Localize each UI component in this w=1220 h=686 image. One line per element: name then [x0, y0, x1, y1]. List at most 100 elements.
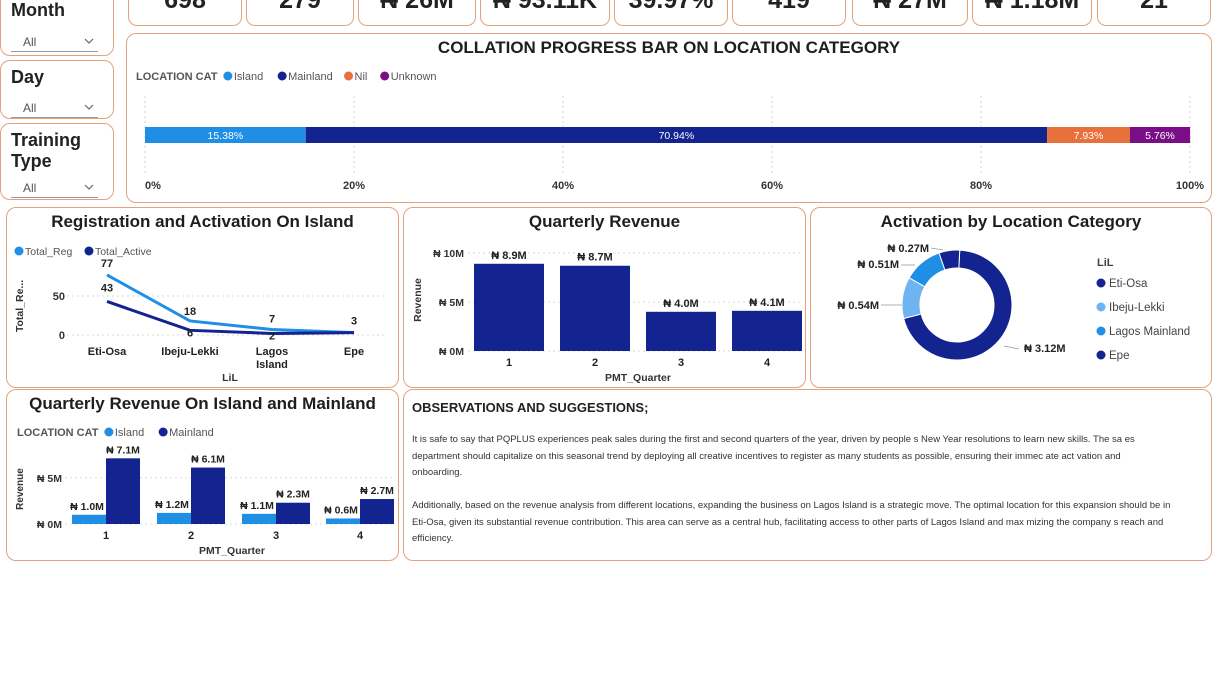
activation-donut-chart: ₦ 3.12M ₦ 0.54M ₦ 0.51M ₦ 0.27M LiL Eti-Osa Ib…	[837, 243, 1190, 362]
kpi-card: ₦ 93.11K	[480, 0, 610, 26]
legend-marker	[84, 246, 94, 256]
progress-segment	[145, 127, 306, 143]
x-tick-label: 4	[764, 357, 771, 369]
x-tick-label: 1	[506, 357, 512, 369]
x-axis-label: PMT_Quarter	[199, 545, 265, 557]
legend-label: Mainland	[288, 71, 333, 83]
chart-title: Quarterly Revenue	[528, 212, 681, 231]
kpi-card: 279	[246, 0, 354, 26]
data-label: ₦ 3.12M	[1024, 343, 1066, 355]
dropdown-value: All	[23, 101, 37, 115]
x-axis-label: LiL	[222, 372, 238, 384]
y-tick-label: ₦ 5M	[37, 473, 62, 485]
series-line	[106, 300, 355, 335]
bar	[106, 458, 140, 524]
kpi-card: ₦ 26M	[358, 0, 476, 26]
segment-label: 5.76%	[1145, 130, 1175, 142]
quarterly-revenue-island-mainland-card: Quarterly Revenue On Island and Mainland…	[6, 389, 399, 561]
legend-marker	[344, 71, 354, 81]
data-label: ₦ 1.0M	[70, 501, 104, 513]
kpi-value: 21	[1140, 0, 1168, 14]
day-slicer: Day All	[0, 60, 114, 119]
data-label: 7	[269, 314, 275, 326]
kpi-value: ₦ 93.11K	[492, 0, 598, 14]
bar	[646, 311, 716, 351]
month-slicer: Month All	[0, 0, 114, 56]
observations-card: OBSERVATIONS AND SUGGESTIONS; It is safe…	[403, 389, 1212, 561]
bar	[560, 265, 630, 351]
data-label: 18	[184, 306, 196, 318]
segment-label: 70.94%	[659, 130, 695, 142]
kpi-card: 419	[732, 0, 846, 26]
x-tick-label: 1	[103, 530, 109, 542]
data-label: ₦ 0.6M	[324, 504, 358, 516]
x-tick-label: 80%	[970, 180, 992, 192]
y-tick-label: ₦ 0M	[439, 346, 464, 358]
legend-marker	[1096, 302, 1106, 312]
x-tick-label: 4	[357, 530, 364, 542]
legend-label: Epe	[1109, 350, 1129, 362]
y-tick-label: 0	[59, 330, 65, 342]
progress-segment	[1129, 127, 1191, 143]
chart-title: COLLATION PROGRESS BAR ON LOCATION CATEG…	[437, 38, 901, 57]
observations-title: OBSERVATIONS AND SUGGESTIONS;	[412, 400, 649, 415]
bar	[72, 514, 106, 524]
kpi-card: 698	[128, 0, 242, 26]
data-label: ₦ 4.1M	[749, 297, 784, 309]
y-tick-label: ₦ 5M	[439, 297, 464, 309]
leader-line	[930, 247, 944, 251]
observation-paragraph: Additionally, based on the revenue analy…	[412, 500, 1171, 544]
bar	[326, 518, 360, 524]
slicer-title: Month	[11, 0, 65, 20]
training-type-slicer: Training Type All	[0, 123, 114, 200]
bar	[732, 310, 802, 351]
kpi-card: 39.97%	[614, 0, 728, 26]
data-label: 43	[101, 282, 113, 294]
legend-marker	[277, 71, 287, 81]
data-label: 2	[269, 330, 275, 342]
x-tick-label: 2	[592, 357, 598, 369]
legend-marker	[223, 71, 233, 81]
y-tick-label: ₦ 10M	[433, 248, 464, 260]
data-label: ₦ 2.3M	[276, 489, 310, 501]
data-label: ₦ 8.9M	[491, 250, 526, 262]
legend-marker	[1096, 350, 1106, 360]
collation-chart: LOCATION CAT Island Mainland Nil Unknown 0% 20…	[136, 71, 1204, 192]
chevron-down-icon	[84, 104, 94, 110]
x-tick-label: Epe	[344, 346, 364, 358]
bar	[360, 499, 394, 524]
registration-activation-card: Registration and Activation On Island To…	[6, 207, 399, 388]
kpi-value: ₦ 27M	[873, 0, 947, 14]
data-label: 77	[101, 258, 113, 270]
chart-title: Quarterly Revenue On Island and Mainland	[29, 394, 376, 413]
kpi-value: 698	[164, 0, 206, 14]
kpi-value: ₦ 26M	[380, 0, 454, 14]
bar	[191, 467, 225, 524]
month-dropdown[interactable]: All	[11, 30, 98, 52]
dropdown-value: All	[23, 35, 37, 49]
day-dropdown[interactable]: All	[11, 96, 98, 118]
registration-activation-chart: Total_Reg Total_Active 50 0 Total_Re... 77 18 7…	[14, 246, 387, 384]
chart-title: Registration and Activation On Island	[51, 212, 354, 231]
legend-label: Total_Reg	[25, 246, 72, 258]
bar	[276, 502, 310, 524]
chevron-down-icon	[84, 184, 94, 190]
x-tick-label: 3	[273, 530, 279, 542]
activation-location-card: Activation by Location Category ₦ 3.12M ₦…	[810, 207, 1212, 388]
x-tick-label: Lagos	[256, 346, 288, 358]
chevron-down-icon	[84, 38, 94, 44]
y-axis-label: Revenue	[412, 278, 424, 322]
legend-title: LOCATION CAT	[136, 71, 218, 83]
data-label: ₦ 7.1M	[106, 444, 140, 456]
data-label: ₦ 0.27M	[887, 243, 929, 255]
bar	[242, 513, 276, 524]
x-tick-label: 0%	[145, 180, 161, 192]
legend-title: LiL	[1097, 257, 1114, 269]
legend-title: LOCATION CAT	[17, 427, 99, 439]
slicer-title: Day	[11, 67, 45, 87]
y-tick-label: 50	[53, 291, 65, 303]
training-type-dropdown[interactable]: All	[11, 176, 98, 198]
legend-label: Total_Active	[95, 246, 152, 258]
donut-slice	[938, 249, 961, 271]
legend-marker	[104, 427, 114, 437]
